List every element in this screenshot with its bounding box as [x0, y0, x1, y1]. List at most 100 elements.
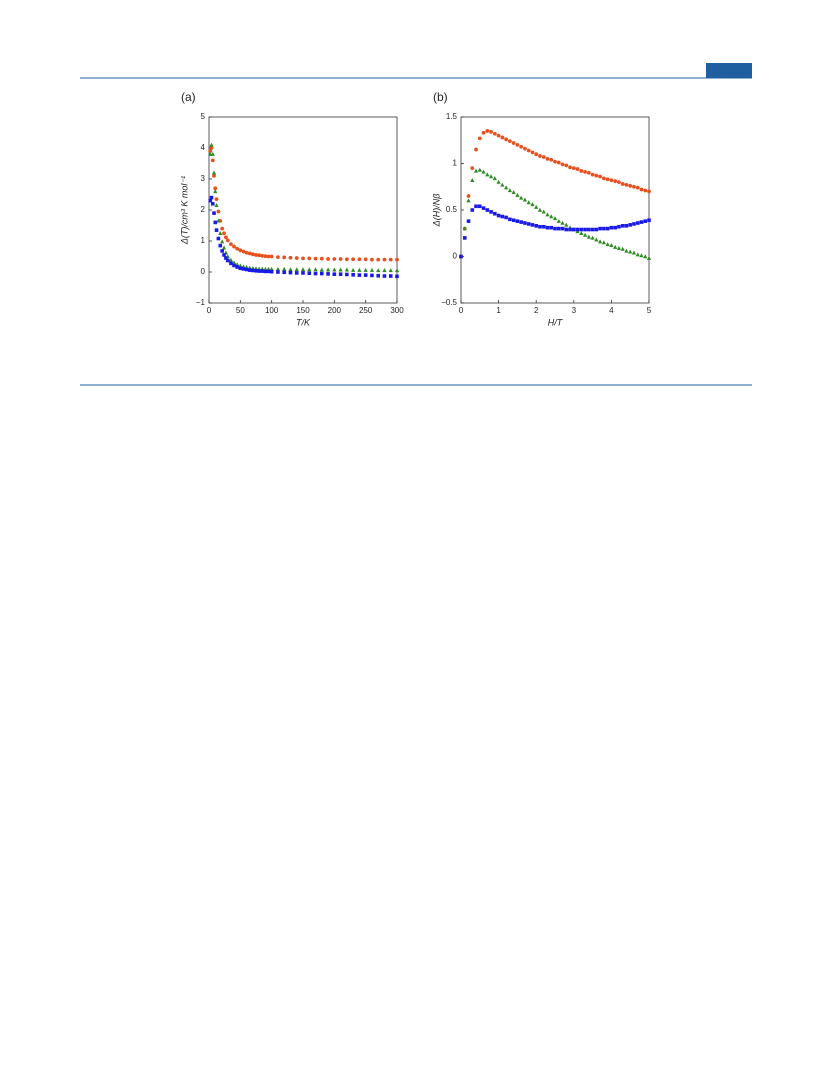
data-point [209, 146, 214, 150]
data-point [247, 251, 252, 256]
data-point [647, 218, 651, 223]
data-point [519, 195, 524, 200]
data-point [294, 267, 299, 272]
data-point [552, 216, 558, 221]
data-point [224, 235, 228, 240]
data-point [332, 257, 337, 261]
data-point [590, 235, 595, 240]
data-point [556, 226, 561, 231]
data-point [250, 252, 255, 257]
data-point [357, 257, 362, 262]
data-point [515, 143, 520, 147]
plot-frame [208, 116, 398, 304]
data-point [313, 256, 318, 261]
data-point [523, 221, 527, 225]
data-point [564, 163, 569, 168]
data-point [485, 129, 490, 133]
data-point [579, 169, 584, 173]
data-point [523, 146, 527, 151]
data-point [564, 227, 569, 232]
y-tick-label: 4 [201, 143, 206, 152]
data-point [470, 208, 475, 212]
data-point [496, 133, 501, 138]
data-point [208, 198, 213, 203]
data-point [568, 165, 572, 170]
data-point [624, 224, 629, 228]
data-point [220, 226, 225, 231]
data-point [212, 211, 216, 215]
data-point [370, 257, 374, 262]
data-point [507, 139, 512, 144]
data-point [388, 257, 393, 262]
data-point [575, 227, 580, 232]
data-point [288, 270, 293, 275]
data-point [613, 179, 618, 184]
data-point [332, 272, 337, 276]
data-point [326, 272, 330, 276]
data-point [477, 136, 482, 141]
data-point [345, 272, 349, 277]
data-point [500, 182, 505, 187]
data-point [221, 245, 227, 250]
data-point [534, 224, 538, 228]
data-point [212, 174, 216, 178]
data-point [351, 257, 356, 262]
data-point [549, 214, 554, 219]
data-point [613, 244, 618, 249]
data-point [263, 254, 268, 259]
data-point [564, 222, 569, 227]
x-tick-label: 5 [647, 306, 652, 315]
data-point [241, 267, 246, 271]
data-point [218, 243, 223, 248]
data-point [568, 227, 572, 232]
data-point [538, 224, 542, 229]
data-point [485, 208, 490, 212]
data-point [553, 226, 557, 231]
data-point [537, 207, 543, 212]
data-point [556, 218, 561, 223]
data-point [238, 248, 243, 253]
data-point [598, 226, 602, 231]
data-point [470, 166, 475, 171]
data-point [276, 255, 280, 260]
data-point [351, 267, 356, 272]
data-point [232, 263, 236, 268]
data-point [244, 267, 249, 272]
data-point [282, 266, 287, 271]
data-point [545, 156, 550, 161]
data-point [504, 185, 509, 190]
data-point [556, 160, 561, 165]
data-point [244, 250, 249, 255]
data-point [519, 220, 523, 224]
data-point [288, 267, 293, 272]
data-point [582, 232, 588, 237]
data-point [382, 274, 387, 278]
data-point [369, 267, 375, 272]
data-point [466, 198, 471, 203]
data-point [307, 256, 312, 261]
data-point [575, 167, 580, 171]
data-point [609, 243, 614, 248]
data-point [241, 249, 246, 254]
data-point [220, 239, 225, 244]
data-point [643, 188, 648, 193]
data-point [474, 204, 478, 209]
data-point [260, 269, 265, 273]
data-point [269, 269, 274, 274]
data-point [515, 192, 520, 197]
data-point [639, 220, 644, 224]
y-tick-label: −0.5 [441, 298, 457, 307]
data-point [553, 159, 557, 164]
data-point [489, 129, 493, 134]
data-point [209, 195, 214, 200]
data-point [572, 227, 576, 232]
data-point [363, 257, 368, 262]
data-point [534, 152, 539, 157]
data-point [251, 268, 255, 273]
x-tick-label: 250 [359, 306, 373, 315]
data-point [579, 230, 584, 235]
data-point [332, 267, 337, 272]
data-point [526, 222, 531, 226]
data-point [478, 204, 482, 209]
